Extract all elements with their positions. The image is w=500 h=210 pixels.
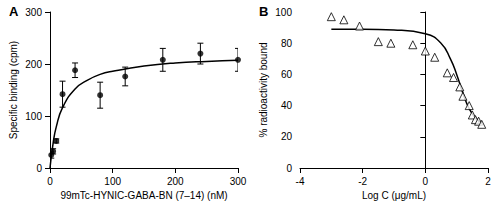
svg-text:0: 0 <box>47 176 53 187</box>
svg-text:Log C (μg/mL): Log C (μg/mL) <box>362 190 426 201</box>
svg-text:99mTc-HYNIC-GABA-BN (7–14) (nM: 99mTc-HYNIC-GABA-BN (7–14) (nM) <box>60 190 227 201</box>
svg-text:0: 0 <box>286 163 292 174</box>
svg-text:0: 0 <box>36 163 42 174</box>
svg-text:% radioactivity bound: % radioactivity bound <box>258 42 269 137</box>
svg-text:60: 60 <box>281 69 293 80</box>
svg-text:2: 2 <box>485 176 491 187</box>
svg-text:300: 300 <box>25 7 42 18</box>
svg-text:-4: -4 <box>296 176 305 187</box>
svg-text:Specific binding (cpm): Specific binding (cpm) <box>8 41 19 139</box>
svg-text:-2: -2 <box>358 176 367 187</box>
svg-text:20: 20 <box>281 131 293 142</box>
svg-text:40: 40 <box>281 100 293 111</box>
svg-text:A: A <box>9 4 19 19</box>
svg-text:100: 100 <box>25 111 42 122</box>
svg-text:200: 200 <box>167 176 184 187</box>
svg-text:80: 80 <box>281 38 293 49</box>
svg-text:100: 100 <box>275 7 292 18</box>
svg-text:100: 100 <box>104 176 121 187</box>
svg-text:300: 300 <box>230 176 247 187</box>
svg-text:B: B <box>259 4 268 19</box>
svg-text:200: 200 <box>25 59 42 70</box>
svg-text:0: 0 <box>423 176 429 187</box>
